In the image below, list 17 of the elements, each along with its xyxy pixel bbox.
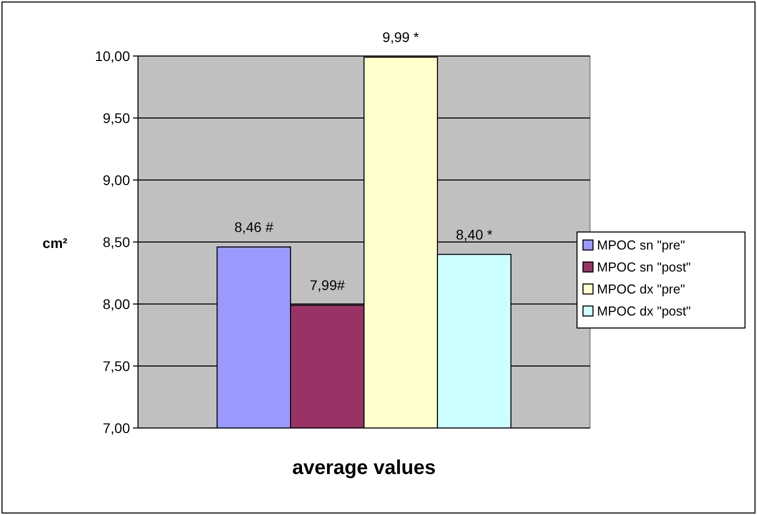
y-tick-label: 10,00 <box>94 48 130 64</box>
y-tick-label: 8,00 <box>102 296 130 312</box>
y-tick-label: 9,50 <box>102 110 130 126</box>
y-tick-label: 8,50 <box>102 234 130 250</box>
data-label: 8,40 * <box>456 226 494 242</box>
y-tick-label: 9,00 <box>102 172 130 188</box>
y-tick-label: 7,50 <box>102 358 130 374</box>
legend-label: MPOC dx "pre" <box>597 282 686 297</box>
y-axis-title: cm² <box>42 235 68 251</box>
y-tick-label: 7,00 <box>102 420 130 436</box>
x-axis-title: average values <box>292 457 436 479</box>
legend-label: MPOC sn "post" <box>597 260 692 275</box>
legend-label: MPOC sn "pre" <box>597 238 686 253</box>
data-label: 7,99# <box>310 277 345 294</box>
data-label: 8,46 # <box>234 218 274 235</box>
data-label: 9,99 * <box>382 29 420 46</box>
legend-label: MPOC dx "post" <box>597 304 692 319</box>
